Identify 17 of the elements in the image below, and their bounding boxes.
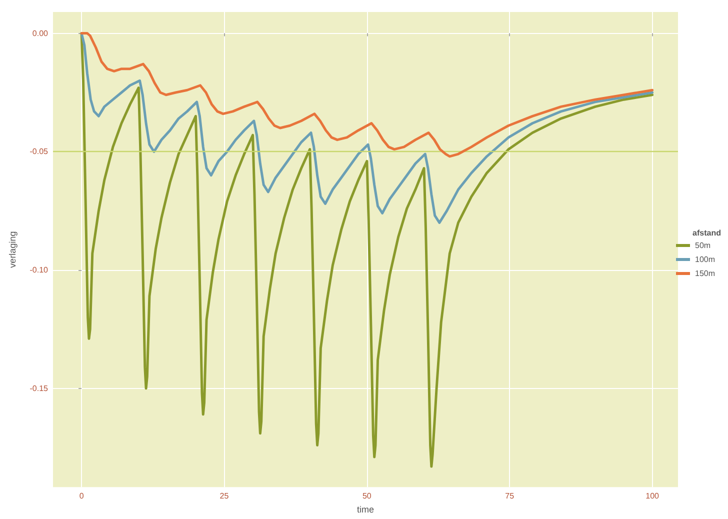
x-tick-label: 50 <box>362 492 372 501</box>
x-tick-label: 25 <box>220 492 230 501</box>
line-series <box>80 32 654 158</box>
legend-title: afstand <box>692 228 722 238</box>
y-axis-title: verlaging <box>8 231 18 268</box>
x-tick-label: 75 <box>505 492 515 501</box>
y-tick-label: -0.10 <box>30 266 49 275</box>
line-series <box>80 32 654 224</box>
legend-label: 100m <box>694 255 716 264</box>
legend-label: 50m <box>694 241 711 250</box>
y-tick-label: -0.05 <box>30 147 49 156</box>
y-tick-label: -0.15 <box>30 384 49 393</box>
x-tick-label: 100 <box>646 492 660 501</box>
x-axis-title: time <box>356 504 374 514</box>
x-tick-label: 0 <box>79 492 84 501</box>
y-tick-label: 0.00 <box>32 28 49 38</box>
legend-label: 150m <box>694 269 716 278</box>
